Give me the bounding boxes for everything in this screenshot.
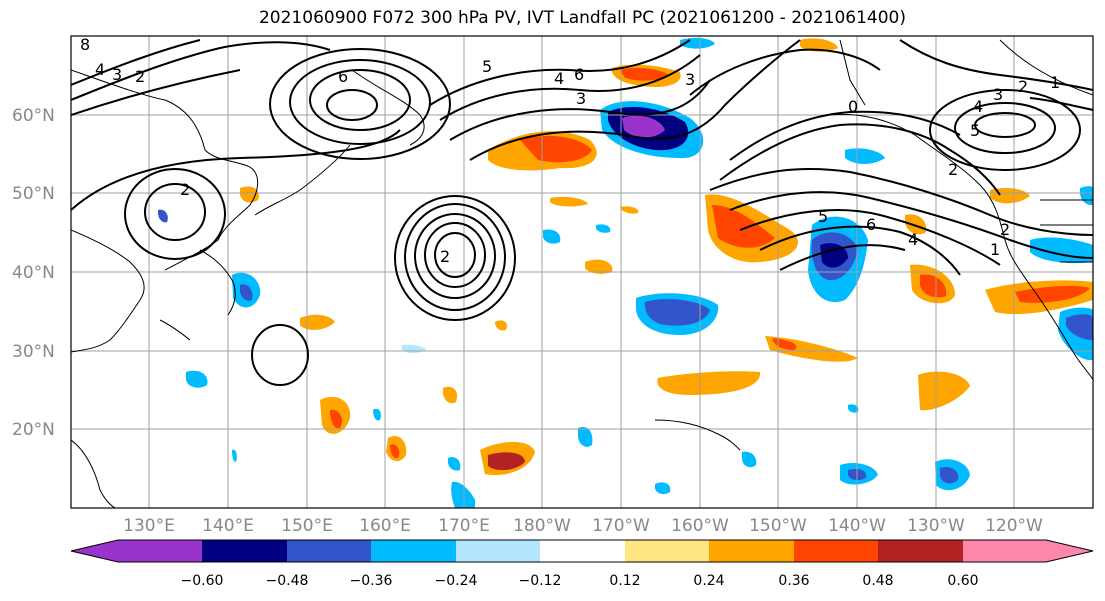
- map-title: 2021060900 F072 300 hPa PV, IVT Landfall…: [258, 8, 906, 28]
- contour-label: 3: [993, 85, 1003, 104]
- contour-label: 3: [576, 89, 586, 108]
- lat-label-60n: 60°N: [12, 106, 55, 126]
- contour-label: 4: [908, 230, 918, 249]
- colorbar-tick-label: 0.60: [947, 573, 978, 589]
- contour-label: 6: [338, 67, 348, 86]
- lon-label: 130°W: [907, 516, 965, 536]
- colorbar-tick-label: −0.36: [350, 573, 393, 589]
- lon-label: 170°W: [592, 516, 650, 536]
- colorbar-segment: [202, 540, 287, 562]
- colorbar-segment: [878, 540, 963, 562]
- lon-label: 150°W: [749, 516, 807, 536]
- contour-label: 4: [554, 69, 564, 88]
- lat-label-20n: 20°N: [12, 420, 55, 440]
- lon-label: 160°W: [671, 516, 729, 536]
- map-border: [70, 35, 1094, 509]
- colorbar-tick-label: −0.12: [519, 573, 562, 589]
- contour-label: 6: [574, 65, 584, 84]
- colorbar-tick-label: −0.60: [181, 573, 224, 589]
- colorbar-tick-label: 0.48: [862, 573, 893, 589]
- colorbar-tick-label: 0.36: [778, 573, 809, 589]
- contour-labels: 8 4 3 2 6 2 5 4 6 3 2 3 0 3 2 1 4 5 2 5 …: [80, 35, 1060, 266]
- contour-label: 0: [848, 97, 858, 116]
- colorbar-tick-label: −0.48: [266, 573, 309, 589]
- coastlines: [71, 39, 1093, 508]
- lon-label: 150°E: [281, 516, 333, 536]
- lon-label: 120°W: [985, 516, 1043, 536]
- latitude-labels: 60°N 50°N 40°N 30°N 20°N: [12, 106, 55, 440]
- lat-label-30n: 30°N: [12, 342, 55, 362]
- contour-label: 1: [990, 240, 1000, 259]
- colorbar-tick-label: 0.12: [609, 573, 640, 589]
- contour-label: 1: [1050, 73, 1060, 92]
- colorbar-extend-high: [963, 540, 1093, 562]
- contour-label: 4: [973, 97, 983, 116]
- colorbar-segment: [540, 540, 625, 562]
- contour-label: 4: [95, 60, 105, 79]
- lat-label-40n: 40°N: [12, 263, 55, 283]
- colorbar: −0.60 −0.48 −0.36 −0.24 −0.12 0.12 0.24 …: [70, 539, 1094, 589]
- contour-label: 5: [970, 121, 980, 140]
- lon-label: 140°W: [828, 516, 886, 536]
- colorbar-tick-label: −0.24: [435, 573, 478, 589]
- contour-label: 2: [180, 180, 190, 199]
- contour-label: 3: [685, 70, 695, 89]
- contour-label: 2: [440, 247, 450, 266]
- contour-label: 6: [866, 215, 876, 234]
- contour-label: 2: [948, 160, 958, 179]
- lon-label: 140°E: [202, 516, 254, 536]
- graticule: [71, 36, 1093, 508]
- pv-contours: [71, 39, 1093, 386]
- colorbar-extend-low: [71, 540, 118, 562]
- colorbar-segment: [287, 540, 371, 562]
- lon-label: 170°E: [438, 516, 490, 536]
- colorbar-outline: [70, 539, 1094, 563]
- contour-label: 2: [1018, 77, 1028, 96]
- contour-label: 2: [1000, 220, 1010, 239]
- lon-label: 180°W: [513, 516, 571, 536]
- colorbar-segment: [794, 540, 878, 562]
- colorbar-segment: [625, 540, 709, 562]
- contour-label: 3: [112, 65, 122, 84]
- colorbar-segment: [456, 540, 540, 562]
- longitude-labels: 130°E 140°E 150°E 160°E 170°E 180°W 170°…: [123, 516, 1043, 536]
- colorbar-segment: [709, 540, 794, 562]
- contour-label: 2: [135, 67, 145, 86]
- colorbar-segment: [371, 540, 456, 562]
- colorbar-tick-label: 0.24: [693, 573, 724, 589]
- colorbar-segment: [118, 540, 202, 562]
- contour-label: 8: [80, 35, 90, 54]
- contour-label: 5: [818, 207, 828, 226]
- lat-label-50n: 50°N: [12, 184, 55, 204]
- contour-label: 5: [482, 57, 492, 76]
- lon-label: 160°E: [359, 516, 411, 536]
- lon-label: 130°E: [123, 516, 175, 536]
